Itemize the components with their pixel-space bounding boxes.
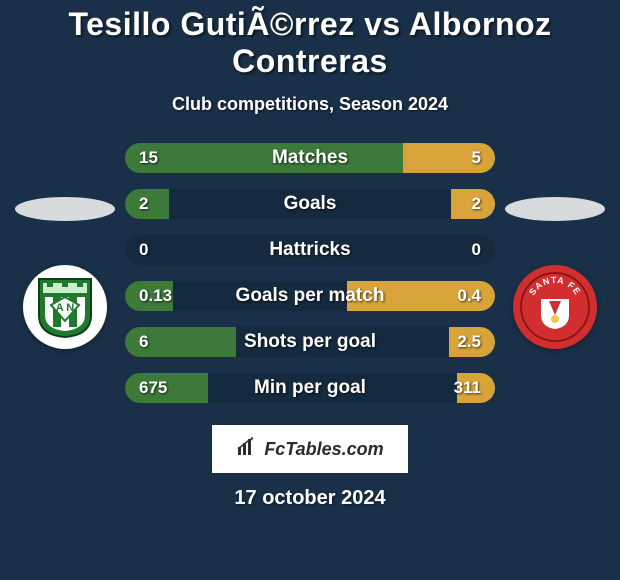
page-title: Tesillo GutiÃ©rrez vs Albornoz Contreras — [0, 6, 620, 80]
stat-row: 22Goals — [125, 189, 495, 219]
content-row: A N 155Matches 22Goals 00Hattricks 0.130.4G… — [0, 143, 620, 403]
right-team-column: SANTA FE — [505, 197, 605, 349]
stat-row: 675311Min per goal — [125, 373, 495, 403]
svg-text:A N: A N — [56, 302, 75, 314]
badge-icon: SANTA FE — [519, 271, 591, 343]
stat-label: Goals — [125, 189, 495, 219]
stat-label: Matches — [125, 143, 495, 173]
stat-bars: 155Matches 22Goals 00Hattricks 0.130.4Goals… — [125, 143, 495, 403]
watermark-text: FcTables.com — [264, 439, 383, 460]
left-team-column: A N — [15, 197, 115, 349]
stat-row: 00Hattricks — [125, 235, 495, 265]
santafe-crest: SANTA FE — [513, 265, 597, 349]
player-spot-right — [505, 197, 605, 221]
nacional-crest: A N — [23, 265, 107, 349]
date-text: 17 october 2024 — [0, 487, 620, 510]
stat-label: Hattricks — [125, 235, 495, 265]
stat-row: 62.5Shots per goal — [125, 327, 495, 357]
stat-row: 155Matches — [125, 143, 495, 173]
stat-label: Min per goal — [125, 373, 495, 403]
stat-label: Shots per goal — [125, 327, 495, 357]
subtitle: Club competitions, Season 2024 — [0, 94, 620, 115]
chart-icon — [236, 437, 258, 462]
player-spot-left — [15, 197, 115, 221]
stat-row: 0.130.4Goals per match — [125, 281, 495, 311]
comparison-card: Tesillo GutiÃ©rrez vs Albornoz Contreras… — [0, 0, 620, 580]
stat-label: Goals per match — [125, 281, 495, 311]
watermark: FcTables.com — [212, 425, 408, 473]
shield-icon: A N — [35, 275, 95, 339]
